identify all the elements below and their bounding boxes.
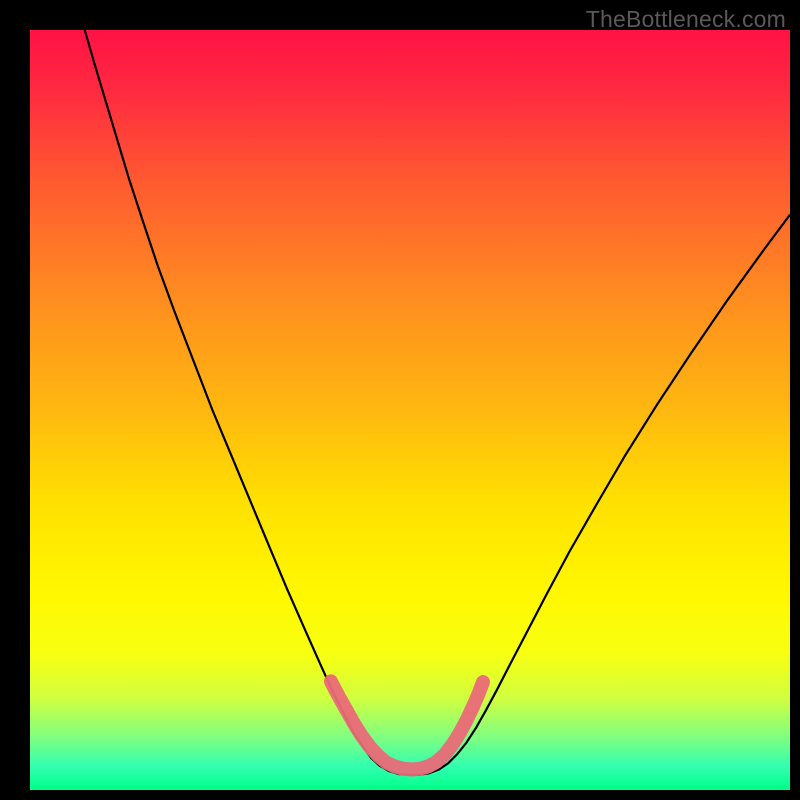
plot-area (30, 30, 790, 790)
watermark-text: TheBottleneck.com (586, 6, 786, 33)
plateau-overlay (331, 681, 483, 769)
curve-left (85, 30, 409, 775)
curve-layer (30, 30, 790, 790)
curve-right (408, 215, 790, 775)
